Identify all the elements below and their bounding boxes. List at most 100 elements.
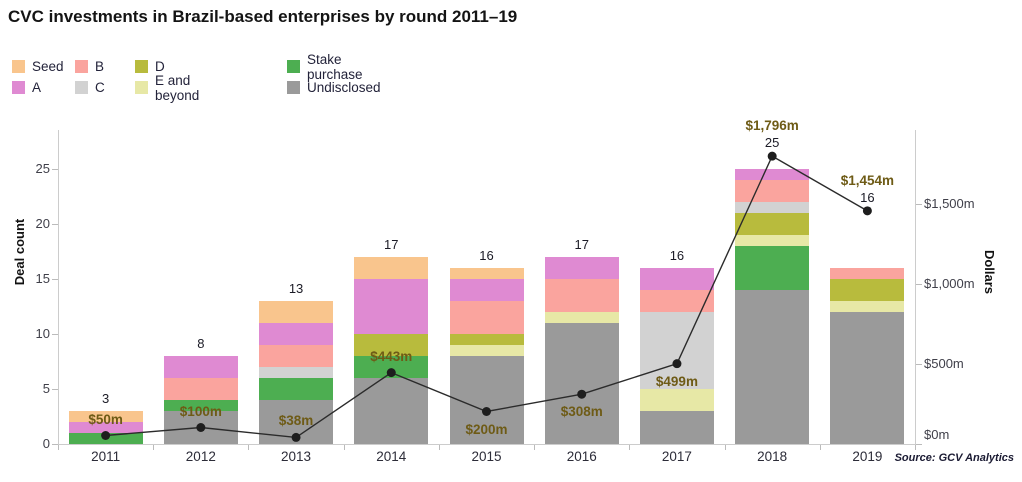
left-axis-tick	[52, 333, 58, 335]
bar-segment-a-2013	[259, 322, 334, 345]
bar-segment-undisclosed-2016	[544, 322, 619, 444]
x-tick-label-2012: 2012	[185, 449, 216, 464]
dollar-value-label-2012: $100m	[179, 403, 222, 419]
deal-count-label-2013: 13	[288, 280, 304, 296]
bottom-axis-line	[58, 443, 916, 445]
right-axis-tick	[916, 203, 922, 205]
x-tick-label-2016: 2016	[566, 449, 597, 464]
left-axis-tick	[52, 223, 58, 225]
dollar-value-label-2015: $200m	[465, 421, 508, 437]
x-axis-tick	[534, 444, 536, 450]
bar-segment-seed-2013	[259, 300, 334, 323]
bar-segment-e-and-beyond-2015	[449, 344, 524, 356]
left-tick-label-0: 0	[42, 435, 50, 451]
legend-item-a: A	[12, 77, 64, 98]
bar-segment-a-2012	[163, 355, 238, 378]
x-tick-label-2015: 2015	[471, 449, 502, 464]
right-axis-tick	[916, 283, 922, 285]
legend-swatch-undisclosed	[287, 81, 300, 94]
x-axis-tick	[343, 444, 345, 450]
left-tick-label-15: 15	[35, 270, 50, 286]
dollar-value-label-2014: $443m	[370, 348, 413, 364]
left-axis-tick	[52, 168, 58, 170]
legend-item-undisclosed: Undisclosed	[287, 77, 381, 98]
left-tick-label-5: 5	[42, 380, 50, 396]
left-tick-label-20: 20	[35, 215, 50, 231]
bar-segment-b-2017	[639, 289, 714, 312]
bar-segment-c-2018	[735, 201, 810, 213]
legend-label-undisclosed: Undisclosed	[307, 80, 381, 95]
left-axis-line	[58, 130, 59, 445]
bar-segment-d-2018	[735, 212, 810, 235]
legend-item-c: C	[75, 77, 105, 98]
x-tick-label-2017: 2017	[661, 449, 692, 464]
deal-count-label-2019: 16	[860, 189, 875, 205]
bar-segment-stake-purchase-2013	[259, 377, 334, 400]
x-axis-tick	[248, 444, 250, 450]
bar-segment-undisclosed-2019	[830, 311, 905, 444]
x-axis-tick	[915, 444, 916, 450]
deal-count-label-2015: 16	[479, 247, 494, 263]
legend-item-stake-purchase: Stake purchase	[287, 52, 381, 82]
legend-swatch-seed	[12, 60, 25, 73]
legend-column-1: Seed A	[12, 56, 64, 98]
deal-count-label-2017: 16	[669, 247, 685, 263]
left-tick-label-10: 10	[35, 325, 50, 341]
left-axis-title: Deal count	[12, 218, 27, 286]
bar-segment-b-2015	[449, 300, 524, 334]
right-tick-label-1000: $1,000m	[924, 275, 975, 291]
legend-swatch-e-and-beyond	[135, 81, 148, 94]
legend-item-seed: Seed	[12, 56, 64, 77]
x-tick-label-2013: 2013	[281, 449, 312, 464]
bar-segment-a-2014	[354, 278, 429, 334]
legend-item-d: D	[135, 56, 199, 77]
x-tick-label-2011: 2011	[91, 449, 121, 464]
bar-segment-b-2018	[735, 179, 810, 202]
bar-segment-b-2012	[163, 377, 238, 400]
deal-count-label-2012: 8	[197, 335, 205, 351]
x-tick-label-2014: 2014	[376, 449, 407, 464]
bar-segment-b-2013	[259, 344, 334, 367]
right-axis-tick	[916, 443, 922, 445]
left-tick-label-25: 25	[35, 160, 50, 176]
legend-label-stake-purchase: Stake purchase	[307, 51, 363, 82]
right-tick-label-0: $0m	[924, 426, 950, 442]
x-axis-tick	[58, 444, 59, 450]
legend-label-b: B	[95, 59, 105, 74]
x-axis-tick	[629, 444, 631, 450]
right-tick-label-500: $500m	[924, 355, 964, 371]
deal-count-label-2016: 17	[574, 236, 589, 252]
legend-swatch-b	[75, 60, 88, 73]
right-axis-tick	[916, 363, 922, 365]
bar-segment-e-and-beyond-2016	[544, 311, 619, 323]
x-tick-label-2019: 2019	[852, 449, 883, 464]
legend-item-e-and-beyond: E and beyond	[135, 73, 199, 103]
legend-swatch-d	[135, 60, 148, 73]
bar-segment-seed-2015	[449, 267, 524, 279]
legend-label-c: C	[95, 80, 105, 95]
source-credit: Source: GCV Analytics	[894, 452, 1014, 464]
bar-segment-d-2019	[830, 278, 905, 301]
bar-segment-a-2017	[639, 267, 714, 290]
dollar-value-label-2011: $50m	[88, 411, 123, 427]
x-axis-tick	[819, 444, 821, 450]
deal-count-label-2018: 25	[764, 135, 780, 151]
deal-count-label-2014: 17	[384, 236, 399, 252]
legend-column-4: Stake purchase Undisclosed	[287, 52, 381, 98]
x-axis-tick	[438, 444, 440, 450]
bar-segment-e-and-beyond-2019	[830, 300, 905, 312]
x-tick-label-2018: 2018	[757, 449, 788, 464]
dollar-value-label-2019: $1,454m	[840, 172, 895, 188]
right-axis-title: Dollars	[982, 249, 997, 295]
left-axis-tick	[52, 278, 58, 280]
legend-label-seed: Seed	[32, 59, 64, 74]
dollar-value-label-2016: $308m	[560, 404, 603, 420]
bar-segment-e-and-beyond-2018	[735, 234, 810, 246]
right-tick-label-1500: $1,500m	[924, 195, 975, 211]
bar-segment-d-2015	[449, 333, 524, 345]
bar-segment-stake-purchase-2018	[735, 245, 810, 290]
legend-swatch-stake-purchase	[287, 60, 300, 73]
